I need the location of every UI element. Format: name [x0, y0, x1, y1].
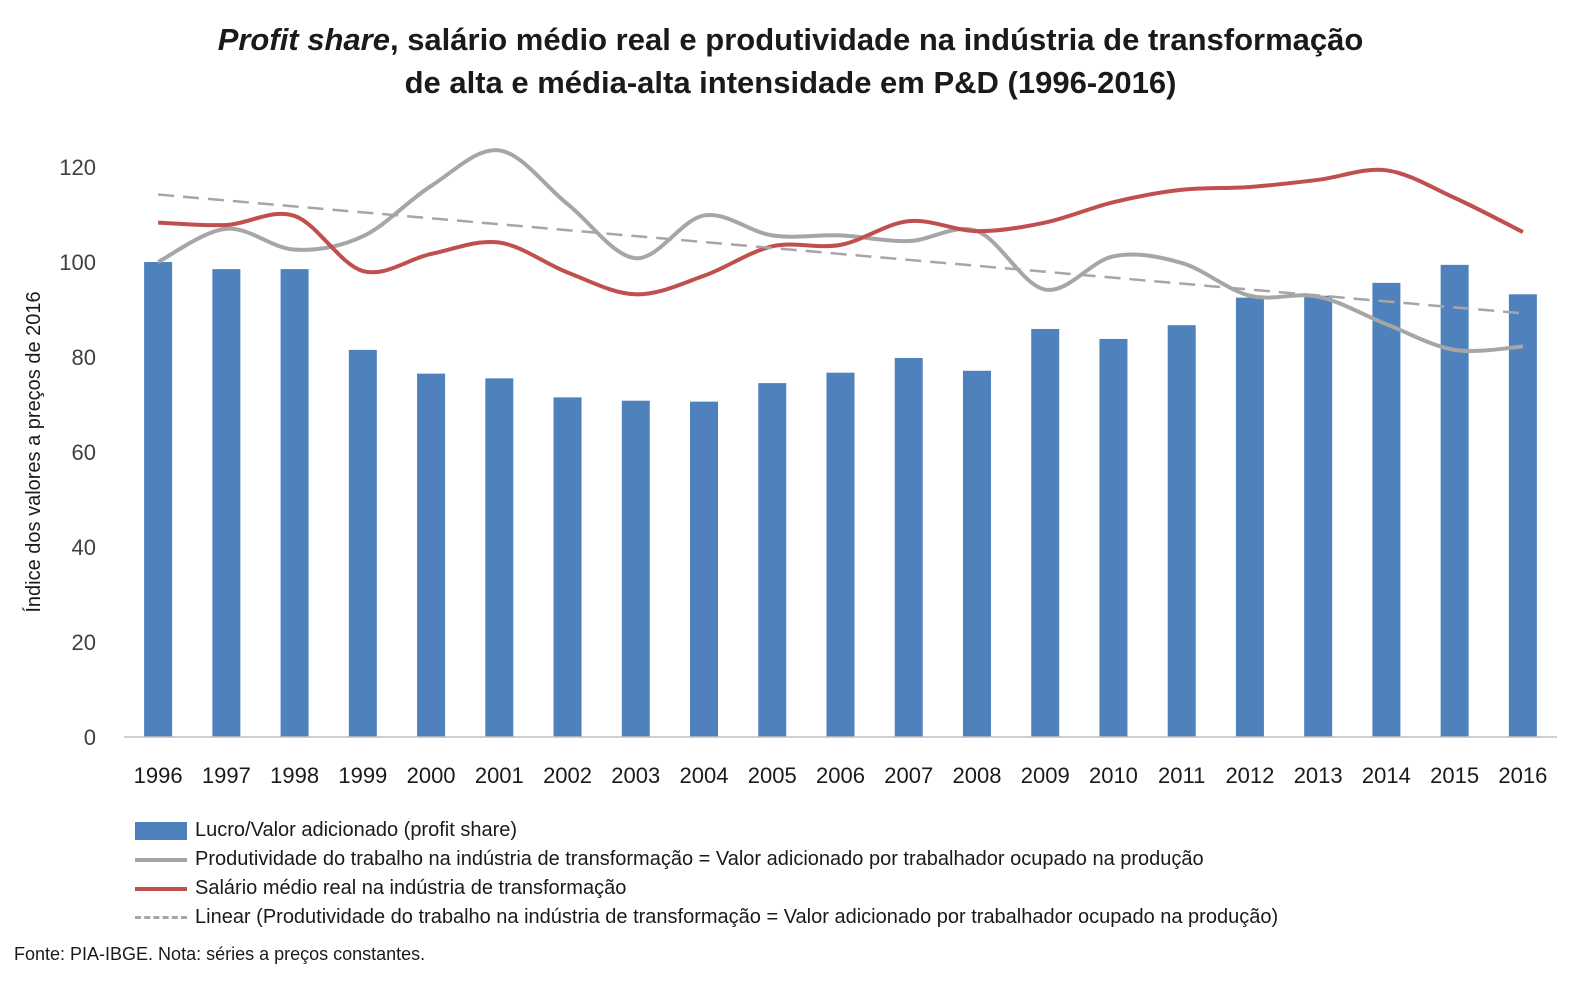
x-tick-label: 2004: [680, 763, 729, 788]
y-tick-label: 100: [59, 250, 96, 275]
x-tick-label: 2008: [952, 763, 1001, 788]
bar-2000: [417, 373, 446, 737]
x-tick-label: 2012: [1225, 763, 1274, 788]
legend-swatch-bar: [135, 821, 187, 840]
x-tick-label: 2010: [1089, 763, 1138, 788]
bar-series: [144, 262, 1537, 737]
legend-swatch-line: [135, 886, 187, 891]
bar-2005: [758, 383, 787, 737]
bar-2012: [1235, 297, 1264, 737]
x-tick-label: 2000: [407, 763, 456, 788]
bar-2006: [826, 372, 855, 737]
chart-plot-area: 0 20 40 60 80 100 120 1996 1997 1998 1999 2000 2001…: [22, 148, 1557, 788]
source-footnote: Fonte: PIA-IBGE. Nota: séries a preços c…: [14, 944, 426, 964]
legend-label: Lucro/Valor adicionado (profit share): [195, 819, 518, 841]
bar-2016: [1508, 294, 1537, 737]
bar-1999: [348, 349, 377, 737]
bar-1998: [280, 269, 309, 737]
linear-trend-line: [158, 193, 1523, 315]
legend-swatch-line: [135, 857, 187, 862]
x-tick-label: 2016: [1498, 763, 1547, 788]
x-tick-label: 2006: [816, 763, 865, 788]
x-tick-label: 2013: [1294, 763, 1343, 788]
bar-2014: [1372, 282, 1401, 737]
x-axis-ticks: 1996 1997 1998 1999 2000 2001 2002 2003 2004 2005…: [134, 763, 1548, 788]
y-tick-label: 0: [84, 725, 96, 750]
chart-title: Profit share, salário médio real e produ…: [0, 18, 1581, 104]
x-tick-label: 2001: [475, 763, 524, 788]
bar-2015: [1440, 264, 1469, 737]
bar-1996: [144, 262, 173, 737]
x-tick-label: 2002: [543, 763, 592, 788]
chart-title-line1: , salário médio real e produtividade na …: [389, 22, 1364, 57]
bar-1997: [212, 269, 241, 737]
x-tick-label: 2014: [1362, 763, 1411, 788]
x-tick-label: 1996: [134, 763, 183, 788]
bar-2013: [1304, 295, 1333, 737]
legend-item-productivity: Produtividade do trabalho na indústria d…: [135, 845, 1278, 874]
chart-title-line2: de alta e média-alta intensidade em P&D …: [404, 65, 1177, 100]
legend-label: Produtividade do trabalho na indústria d…: [195, 848, 1204, 870]
bar-2011: [1167, 325, 1196, 737]
x-tick-label: 2003: [611, 763, 660, 788]
legend-label: Salário médio real na indústria de trans…: [195, 877, 627, 899]
bar-2001: [485, 378, 514, 737]
y-tick-label: 40: [72, 535, 96, 560]
x-tick-label: 2005: [748, 763, 797, 788]
bar-2009: [1031, 328, 1060, 737]
legend-item-linear-trend: Linear (Produtividade do trabalho na ind…: [135, 903, 1278, 932]
line-series: [157, 148, 1524, 354]
y-axis-ticks: 0 20 40 60 80 100 120: [59, 155, 96, 750]
bar-2010: [1099, 338, 1128, 737]
legend-item-wage: Salário médio real na indústria de trans…: [135, 874, 1278, 903]
y-axis-label: Índice dos valores a preços de 2016: [22, 291, 45, 612]
x-tick-label: 1997: [202, 763, 251, 788]
x-tick-label: 2015: [1430, 763, 1479, 788]
x-tick-label: 1999: [338, 763, 387, 788]
legend-swatch-dashed: [135, 916, 187, 919]
bar-2004: [690, 401, 719, 737]
y-tick-label: 60: [72, 440, 96, 465]
x-tick-label: 2007: [884, 763, 933, 788]
x-tick-label: 2011: [1158, 763, 1205, 788]
chart-legend: Lucro/Valor adicionado (profit share) Pr…: [135, 816, 1278, 932]
legend-label: Linear (Produtividade do trabalho na ind…: [195, 906, 1279, 928]
y-tick-label: 120: [59, 155, 96, 180]
y-tick-label: 80: [72, 345, 96, 370]
bar-2008: [962, 370, 991, 737]
chart-title-italic: Profit share: [217, 22, 390, 57]
wage-line: [158, 167, 1524, 297]
bar-2003: [621, 400, 650, 737]
bar-2002: [553, 397, 582, 737]
x-tick-label: 2009: [1021, 763, 1070, 788]
x-tick-label: 1998: [270, 763, 319, 788]
bar-2007: [894, 357, 923, 737]
legend-item-profit-share: Lucro/Valor adicionado (profit share): [135, 816, 1278, 845]
productivity-line: [157, 148, 1524, 354]
y-tick-label: 20: [72, 630, 96, 655]
